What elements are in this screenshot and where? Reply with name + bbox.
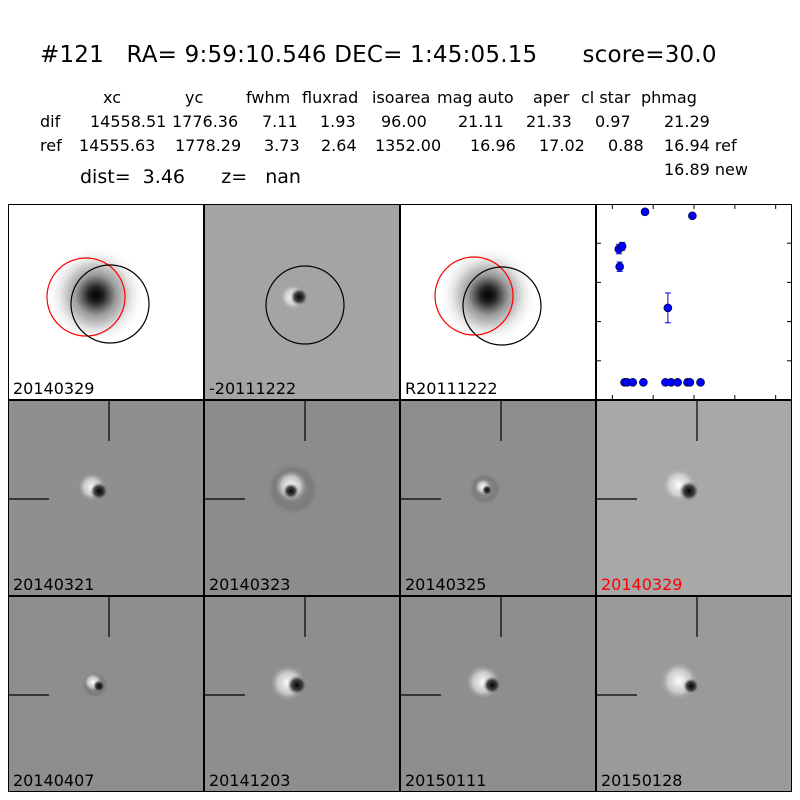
ref-aper: 17.02 xyxy=(539,136,585,155)
dif-aper: 21.33 xyxy=(526,112,572,131)
ref-xc: 14555.63 xyxy=(79,136,156,155)
star-image xyxy=(438,245,538,345)
star-negative-lobe xyxy=(483,676,501,694)
dif-isoarea: 96.00 xyxy=(381,112,427,131)
cutout-panel: 20150128 xyxy=(596,596,792,792)
data-point xyxy=(640,207,650,217)
dif-xc: 14558.51 xyxy=(90,112,167,131)
difference-stamp: -20111222 xyxy=(204,204,400,400)
star-negative-lobe xyxy=(90,482,108,500)
star-negative-lobe xyxy=(283,483,299,499)
data-point xyxy=(628,378,638,387)
star-image xyxy=(46,245,146,345)
row-label-dif: dif xyxy=(40,112,61,131)
ref-phmag: 16.94 ref xyxy=(664,136,737,155)
cutout-date-label: 20150128 xyxy=(601,771,683,790)
plot-frame xyxy=(596,204,792,400)
dif-phmag: 21.29 xyxy=(664,112,710,131)
cutout-panel: 20140321 xyxy=(8,400,204,596)
star-negative-lobe xyxy=(683,678,699,694)
data-point xyxy=(673,378,682,387)
data-point xyxy=(696,378,705,387)
star-negative-lobe xyxy=(290,288,308,306)
dif-mag-auto: 21.11 xyxy=(458,112,504,131)
ref-cl-star: 0.88 xyxy=(608,136,644,155)
col-header: mag auto xyxy=(437,88,514,107)
cutout-panel: 20140323 xyxy=(204,400,400,596)
dif-aperture-circle xyxy=(265,265,345,345)
dif-fluxrad: 1.93 xyxy=(320,112,356,131)
cutout-date-label: 20140329 xyxy=(601,575,683,594)
col-header: xc xyxy=(103,88,121,107)
ref-fwhm: 3.73 xyxy=(264,136,300,155)
col-header: yc xyxy=(185,88,204,107)
dif-aperture-circle xyxy=(462,266,542,346)
dif-cl-star: 0.97 xyxy=(595,112,631,131)
cutout-date-label: 20140323 xyxy=(209,575,291,594)
cutout-date-label: 20141203 xyxy=(209,771,291,790)
stamp-label: -20111222 xyxy=(209,379,297,398)
data-point xyxy=(663,303,673,313)
row-label-ref: ref xyxy=(40,136,62,155)
dif-aperture-circle xyxy=(70,264,150,344)
new-phmag: 16.89 new xyxy=(664,160,748,179)
star-negative-lobe xyxy=(287,675,307,695)
ref-yc: 1778.29 xyxy=(175,136,242,155)
data-point xyxy=(685,378,695,387)
data-point xyxy=(639,378,648,387)
dif-yc: 1776.36 xyxy=(172,112,239,131)
cutout-date-label: 20140325 xyxy=(405,575,487,594)
science-stamp: 20140329 xyxy=(8,204,204,400)
col-header: fluxrad xyxy=(302,88,359,107)
page-title: #121 RA= 9:59:10.546 DEC= 1:45:05.15 sco… xyxy=(40,42,717,68)
col-header: isoarea xyxy=(372,88,431,107)
col-header: cl star xyxy=(581,88,631,107)
data-point xyxy=(615,262,624,272)
cutout-panel: 20141203 xyxy=(204,596,400,792)
cutout-panel: 20140407 xyxy=(8,596,204,792)
cutout-date-label: 20140407 xyxy=(13,771,95,790)
star-negative-lobe xyxy=(93,680,105,692)
ref-mag-auto: 16.96 xyxy=(470,136,516,155)
ref-aperture-circle xyxy=(434,256,514,336)
ref-isoarea: 1352.00 xyxy=(375,136,442,155)
cutout-panel: 20140329 xyxy=(596,400,792,596)
ref-aperture-circle xyxy=(46,257,126,337)
col-header: aper xyxy=(533,88,570,107)
ref-fluxrad: 2.64 xyxy=(321,136,357,155)
cutout-date-label: 20150111 xyxy=(405,771,487,790)
data-point xyxy=(688,211,697,221)
star-negative-lobe xyxy=(482,485,492,495)
light-curve-chart: 212223242526-100-50050100 xyxy=(596,204,792,422)
reference-stamp: R20111222 xyxy=(400,204,596,400)
col-header: fwhm xyxy=(246,88,291,107)
star-negative-lobe xyxy=(679,481,699,501)
dif-fwhm: 7.11 xyxy=(262,112,298,131)
col-header: phmag xyxy=(641,88,697,107)
cutout-date-label: 20140321 xyxy=(13,575,95,594)
stamp-label: 20140329 xyxy=(13,379,95,398)
cutout-panel: 20150111 xyxy=(400,596,596,792)
data-point xyxy=(617,242,627,251)
stamp-label: R20111222 xyxy=(405,379,498,398)
cutout-panel: 20140325 xyxy=(400,400,596,596)
dist-readout: dist= 3.46 z= nan xyxy=(80,166,301,188)
